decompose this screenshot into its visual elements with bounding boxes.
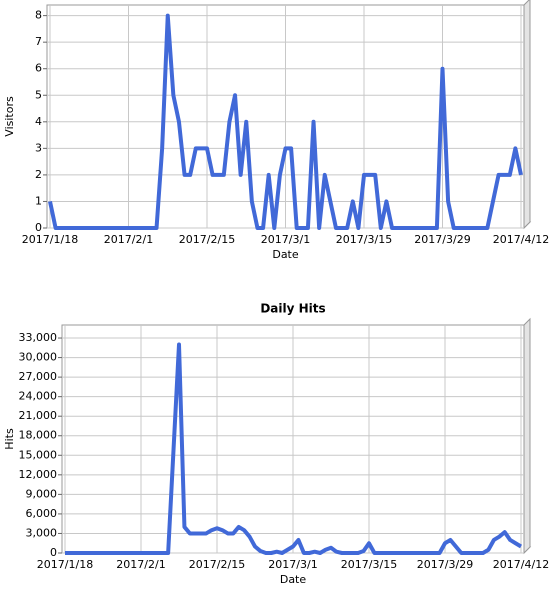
y-tick-label: 18,000	[19, 429, 58, 442]
y-axis-label: Visitors	[3, 96, 16, 137]
x-tick-label: 2017/4/12	[493, 233, 549, 246]
chart-title: Daily Hits	[260, 302, 325, 316]
y-tick-label: 24,000	[19, 390, 58, 403]
x-tick-label: 2017/3/15	[341, 558, 397, 571]
x-axis-label: Date	[272, 248, 299, 261]
x-tick-label: 2017/2/15	[179, 233, 235, 246]
x-tick-label: 2017/3/29	[414, 233, 470, 246]
data-line	[65, 342, 523, 555]
x-tick-label: 2017/1/18	[37, 558, 93, 571]
y-axis-label: Hits	[3, 428, 16, 450]
y-tick-label: 21,000	[19, 409, 58, 422]
y-tick-label: 5	[35, 88, 42, 101]
x-tick-label: 2017/3/1	[268, 558, 317, 571]
y-tick-label: 3	[35, 141, 42, 154]
y-tick-label: 0	[35, 221, 42, 234]
y-tick-label: 27,000	[19, 370, 58, 383]
x-tick-label: 2017/2/1	[116, 558, 165, 571]
y-tick-label: 30,000	[19, 351, 58, 364]
y-tick-label: 33,000	[19, 331, 58, 344]
plot-side	[523, 0, 531, 230]
y-tick-label: 0	[50, 546, 57, 559]
x-tick-label: 2017/1/18	[22, 233, 78, 246]
x-tick-label: 2017/3/15	[336, 233, 392, 246]
y-tick-label: 12,000	[19, 468, 58, 481]
y-tick-label: 4	[35, 115, 42, 128]
y-tick-label: 2	[35, 168, 42, 181]
y-tick-label: 15,000	[19, 448, 58, 461]
y-tick-label: 6,000	[26, 507, 58, 520]
x-tick-label: 2017/3/1	[261, 233, 310, 246]
plot-side	[523, 317, 531, 555]
x-tick-label: 2017/3/29	[417, 558, 473, 571]
y-tick-label: 9,000	[26, 487, 58, 500]
y-tick-label: 7	[35, 35, 42, 48]
y-tick-label: 1	[35, 194, 42, 207]
y-tick-label: 8	[35, 9, 42, 22]
y-tick-label: 6	[35, 62, 42, 75]
x-tick-label: 2017/2/1	[104, 233, 153, 246]
data-line	[48, 13, 523, 230]
x-axis-label: Date	[280, 573, 307, 586]
x-tick-label: 2017/4/12	[493, 558, 549, 571]
x-tick-label: 2017/2/15	[189, 558, 245, 571]
y-tick-label: 3,000	[26, 526, 58, 539]
